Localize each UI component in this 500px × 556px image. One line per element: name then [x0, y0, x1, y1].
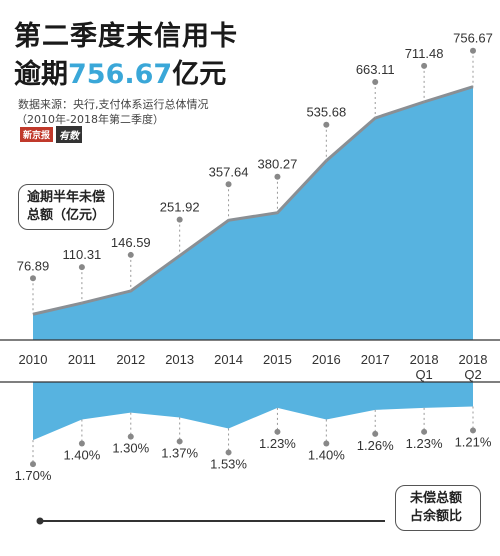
overdue-data-label: 146.59 — [111, 235, 151, 250]
ratio-point-marker — [323, 440, 330, 447]
legend-box-bottom-line2: 占余额比 — [410, 509, 463, 524]
ratio-point-marker — [421, 428, 428, 435]
ratio-data-label: 1.40% — [308, 448, 345, 463]
ratio-point-marker — [225, 449, 232, 456]
title-highlight-value: 756.67 — [68, 59, 173, 90]
x-tick-sublabel: Q2 — [464, 367, 481, 382]
bottom-pointer-dot — [36, 517, 44, 525]
overdue-data-label: 535.68 — [306, 105, 346, 120]
overdue-total-line — [32, 85, 474, 316]
legend-box-bottom-line1: 未偿总额 — [410, 491, 463, 506]
x-tick-label: 2015 — [263, 352, 292, 367]
ratio-data-label: 1.30% — [112, 441, 149, 456]
x-tick-label: 2016 — [312, 352, 341, 367]
ratio-point-marker — [470, 427, 476, 434]
ratio-point-marker — [372, 430, 379, 437]
title-suffix: 亿元 — [172, 59, 227, 90]
chart-title-line2: 逾期756.67亿元 — [14, 52, 226, 91]
x-tick-label: 2012 — [116, 352, 145, 367]
x-tick-label: 2018 — [459, 352, 488, 367]
overdue-data-label: 756.67 — [453, 31, 493, 46]
ratio-point-marker — [274, 428, 281, 435]
ratio-point-marker — [127, 433, 134, 440]
ratio-area — [33, 382, 473, 441]
chart-title-line1: 第二季度末信用卡 — [14, 21, 238, 52]
overdue-data-label: 357.64 — [209, 164, 249, 179]
ratio-point-marker — [30, 461, 36, 468]
legend-box-top-line2: 总额（亿元） — [27, 208, 106, 223]
ratio-point-marker — [176, 438, 183, 445]
ratio-data-label: 1.23% — [259, 436, 296, 451]
x-tick-label: 2013 — [165, 352, 194, 367]
overdue-point-marker — [78, 264, 85, 271]
logo-xinjingbao: 新京报 — [20, 127, 54, 142]
overdue-data-label: 711.48 — [405, 46, 444, 61]
ratio-data-label: 1.21% — [455, 434, 492, 449]
x-tick-label: 2011 — [68, 352, 96, 367]
ratio-data-label: 1.40% — [63, 448, 100, 463]
x-tick-label: 2018 — [410, 352, 439, 367]
data-source: 数据来源：央行,支付体系运行总体情况 — [18, 98, 209, 111]
ratio-data-label: 1.37% — [161, 445, 198, 460]
legend-box-top-line1: 逾期半年未偿 — [27, 190, 106, 205]
x-tick-sublabel: Q1 — [415, 367, 432, 382]
publisher-logos: 新京报 有数 — [20, 126, 83, 143]
ratio-data-label: 1.53% — [210, 456, 247, 471]
ratio-data-label: 1.70% — [15, 468, 52, 483]
overdue-point-marker — [225, 181, 232, 188]
overdue-point-marker — [372, 79, 379, 86]
overdue-data-label: 110.31 — [62, 247, 101, 262]
ratio-point-marker — [78, 440, 85, 447]
x-tick-label: 2010 — [19, 352, 48, 367]
overdue-data-label: 663.11 — [356, 62, 395, 77]
title-prefix: 逾期 — [14, 59, 68, 90]
overdue-point-marker — [30, 275, 36, 282]
overdue-data-label: 251.92 — [160, 200, 200, 215]
legend-box-ratio: 未偿总额 占余额比 — [395, 485, 481, 531]
legend-box-overdue-total: 逾期半年未偿 总额（亿元） — [18, 184, 114, 230]
ratio-data-label: 1.23% — [406, 436, 443, 451]
overdue-data-label: 380.27 — [258, 157, 298, 172]
overdue-point-marker — [470, 47, 476, 54]
ratio-data-label: 1.26% — [357, 438, 394, 453]
overdue-point-marker — [274, 173, 281, 180]
logo-youshu: 有数 — [56, 126, 83, 143]
overdue-point-marker — [127, 251, 134, 258]
x-tick-label: 2014 — [214, 352, 243, 367]
overdue-data-label: 76.89 — [17, 258, 50, 273]
x-tick-label: 2017 — [361, 352, 390, 367]
overdue-point-marker — [323, 121, 330, 128]
overdue-total-area — [33, 86, 473, 341]
data-period: （2010年-2018年第二季度） — [16, 113, 164, 126]
overdue-point-marker — [421, 62, 428, 69]
overdue-point-marker — [176, 216, 183, 223]
